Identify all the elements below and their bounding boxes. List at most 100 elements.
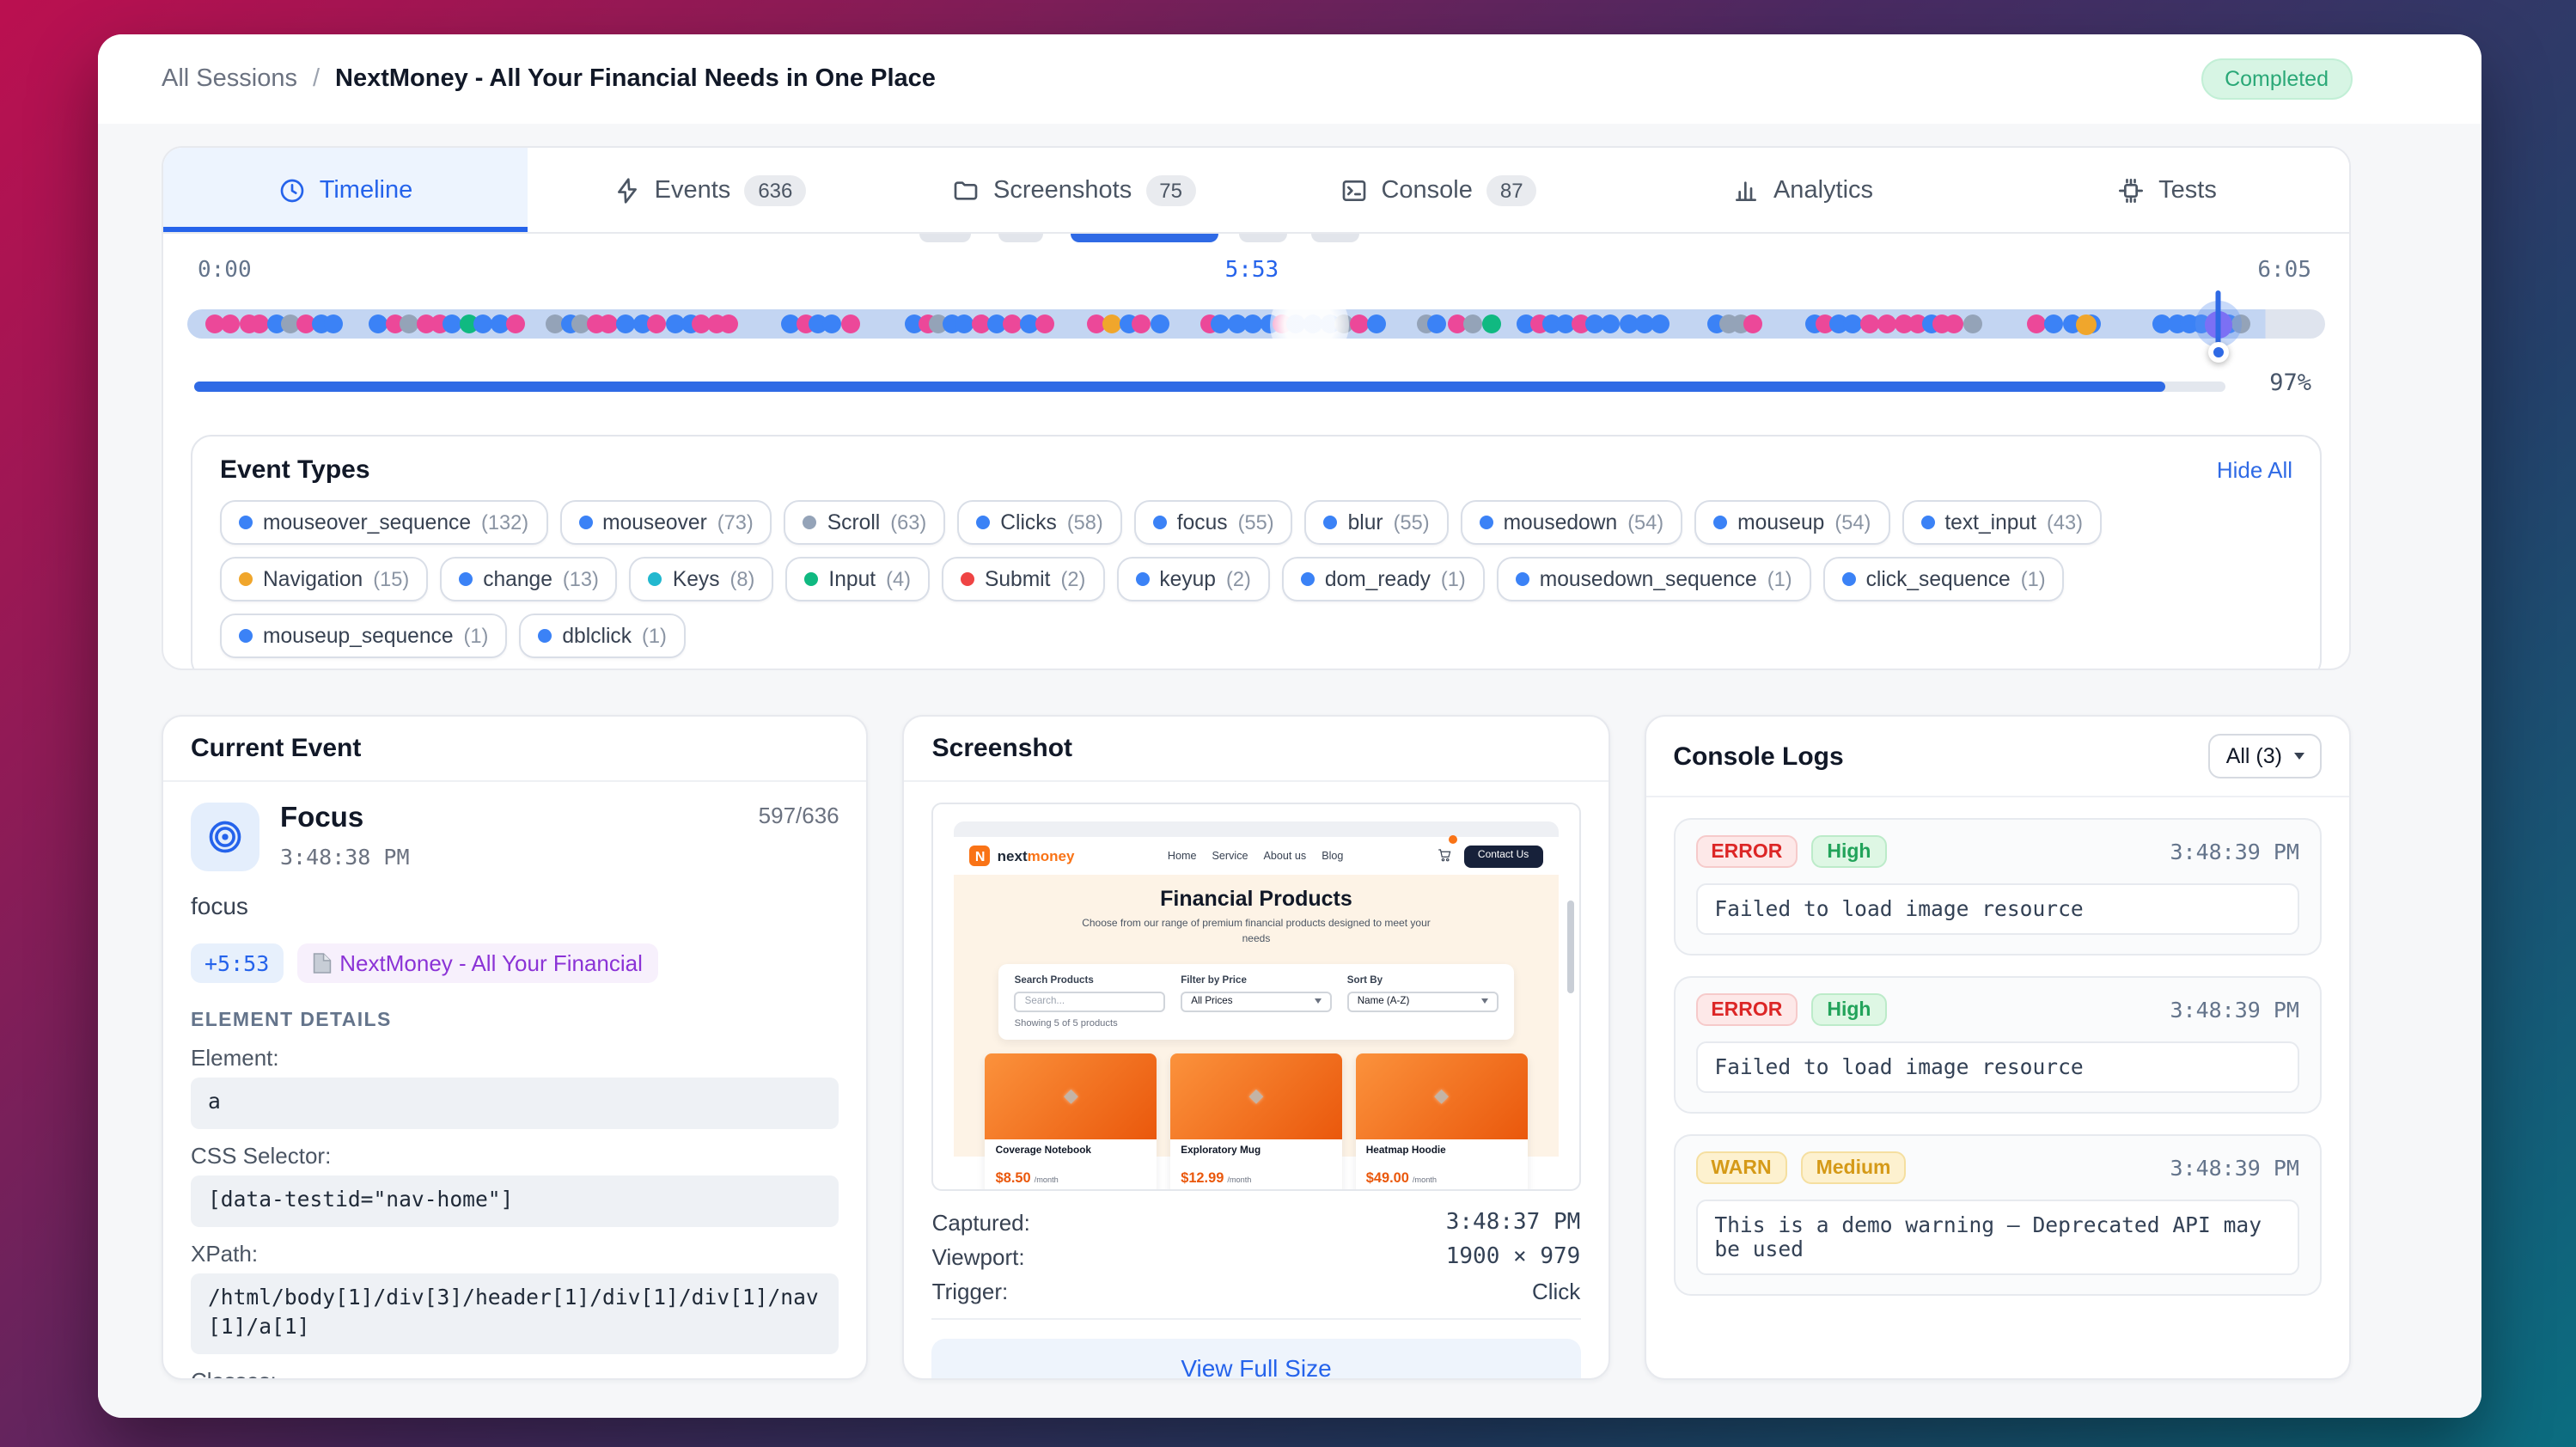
event-dot <box>1482 314 1502 333</box>
playback-button-clipped[interactable] <box>919 234 971 242</box>
chip-count: (54) <box>1834 510 1871 534</box>
event-type-chip[interactable]: focus (55) <box>1133 500 1293 545</box>
chip-count: (2) <box>1060 567 1086 591</box>
page-link-chip[interactable]: NextMoney - All Your Financial <box>296 943 658 983</box>
event-type-chip[interactable]: Keys (8) <box>629 557 774 601</box>
terminal-icon <box>1342 180 1365 200</box>
timeline-scrubber[interactable] <box>187 290 2325 363</box>
mini-filter-label: Search Products <box>1014 975 1094 986</box>
event-dot <box>666 314 686 333</box>
progress-bar[interactable] <box>194 382 2225 391</box>
current-event-title: Current Event <box>191 734 362 763</box>
event-dot <box>1860 314 1880 333</box>
chip-label: Keys <box>672 567 720 591</box>
event-color-dot <box>648 572 662 586</box>
event-dot <box>571 314 591 333</box>
view-full-size-button[interactable]: View Full Size <box>931 1339 1581 1378</box>
meta-label: Trigger: <box>931 1279 1009 1304</box>
event-type-chip[interactable]: mouseover_sequence (132) <box>220 500 548 545</box>
clock-icon <box>280 178 304 202</box>
play-button-clipped[interactable] <box>1071 234 1218 242</box>
event-dot <box>647 314 667 333</box>
event-type-chip[interactable]: Clicks (58) <box>957 500 1122 545</box>
chip-label: Scroll <box>827 510 881 534</box>
hide-all-link[interactable]: Hide All <box>2216 457 2292 483</box>
event-type-chip[interactable]: blur (55) <box>1304 500 1449 545</box>
chip-label: mouseup_sequence <box>263 624 454 648</box>
cursor-highlight <box>1270 285 1349 364</box>
event-type-chip[interactable]: text_input (43) <box>1901 500 2102 545</box>
playback-button-clipped[interactable] <box>998 234 1043 242</box>
chip-label: mouseover <box>602 510 707 534</box>
event-type-chip[interactable]: dom_ready (1) <box>1281 557 1485 601</box>
event-dot <box>266 314 286 333</box>
breadcrumb-all-sessions[interactable]: All Sessions <box>162 65 297 93</box>
log-message: Failed to load image resource <box>1695 1041 2299 1093</box>
event-type-chip[interactable]: mouseup (54) <box>1694 500 1890 545</box>
tab-count-badge: 636 <box>744 174 807 205</box>
event-type-chip[interactable]: Input (4) <box>785 557 930 601</box>
event-type-chip[interactable]: mousedown (54) <box>1460 500 1683 545</box>
field-label: CSS Selector: <box>191 1142 332 1169</box>
tab-screenshots[interactable]: Screenshots 75 <box>892 148 1256 232</box>
event-type-chip[interactable]: Scroll (63) <box>784 500 946 545</box>
event-type-chip[interactable]: Submit (2) <box>941 557 1105 601</box>
chip-label: mouseup <box>1737 510 1825 534</box>
playback-button-clipped[interactable] <box>1239 234 1287 242</box>
chip-label: Clicks <box>1000 510 1057 534</box>
event-types-title: Event Types <box>220 455 370 485</box>
focus-event-icon <box>191 803 259 871</box>
event-type-chip[interactable]: Navigation (15) <box>220 557 429 601</box>
mini-product-card: ◆ Heatmap Hoodie $49.00/month Add to Car… <box>1355 1053 1528 1189</box>
tab-events[interactable]: Events 636 <box>528 148 892 232</box>
chevron-down-icon <box>2294 753 2304 760</box>
event-type-chip[interactable]: mousedown_sequence (1) <box>1496 557 1811 601</box>
event-type-chip[interactable]: dblclick (1) <box>519 614 686 658</box>
tab-timeline[interactable]: Timeline <box>163 148 528 232</box>
chip-label: Submit <box>984 567 1051 591</box>
mini-nav-item: About us <box>1263 850 1307 862</box>
gem-icon: ◆ <box>1434 1086 1450 1108</box>
chip-label: keyup <box>1159 567 1216 591</box>
tab-count-badge: 87 <box>1486 174 1537 205</box>
event-type-chip[interactable]: click_sequence (1) <box>1822 557 2065 601</box>
css-selector-value: [data-testid="nav-home"] <box>191 1175 839 1227</box>
playback-button-clipped[interactable] <box>1311 234 1359 242</box>
event-type-chip[interactable]: mouseup_sequence (1) <box>220 614 508 658</box>
event-color-dot <box>239 516 253 529</box>
tab-tests[interactable]: Tests <box>1985 148 2349 232</box>
chip-count: (54) <box>1627 510 1664 534</box>
event-type-chip[interactable]: mouseover (73) <box>559 500 772 545</box>
tab-label: Console <box>1381 176 1473 204</box>
chip-label: Input <box>828 567 876 591</box>
tab-label: Events <box>654 176 731 204</box>
event-dot <box>385 314 405 333</box>
screenshot-preview[interactable]: N nextmoney Home Service About us Blog <box>931 803 1581 1191</box>
breadcrumb: All Sessions / NextMoney - All Your Fina… <box>98 34 2481 124</box>
field-label: Classes: <box>191 1369 839 1378</box>
chip-count: (4) <box>886 567 911 591</box>
playhead-handle[interactable] <box>2207 342 2229 363</box>
tab-count-badge: 75 <box>1145 174 1196 205</box>
mini-filter-card: Search Products Search... Filter by Pric… <box>998 963 1514 1040</box>
mini-nav: Home Service About us Blog <box>1168 850 1344 862</box>
chip-count: (63) <box>890 510 927 534</box>
event-type-chip[interactable]: change (13) <box>440 557 618 601</box>
tab-console[interactable]: Console 87 <box>1256 148 1621 232</box>
tab-analytics[interactable]: Analytics <box>1621 148 1985 232</box>
event-dot <box>1463 314 1483 333</box>
event-type-chip[interactable]: keyup (2) <box>1116 557 1270 601</box>
event-dot <box>250 314 270 333</box>
folder-icon <box>954 180 978 199</box>
event-dot <box>1102 314 1122 333</box>
chip-count: (1) <box>463 624 489 648</box>
log-filter-select[interactable]: All (3) <box>2208 734 2322 778</box>
mini-nav-item: Home <box>1167 850 1197 862</box>
trigger-value: Click <box>1531 1279 1581 1304</box>
chip-label: change <box>483 567 552 591</box>
event-dot <box>324 314 344 333</box>
timeline-area: 0:00 5:53 6:05 97% <box>163 234 2349 435</box>
mini-search-input: Search... <box>1014 991 1166 1012</box>
event-color-dot <box>1300 572 1315 586</box>
chip-label: dom_ready <box>1324 567 1431 591</box>
